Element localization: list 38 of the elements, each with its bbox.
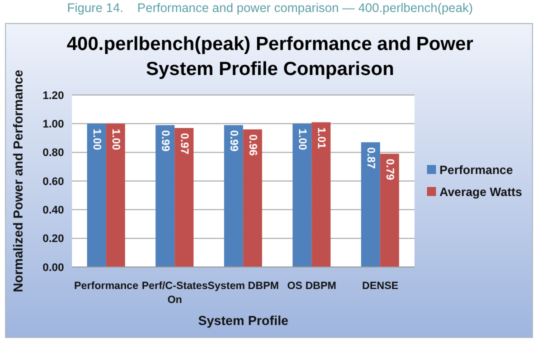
bar [361, 142, 380, 267]
bar [312, 122, 331, 267]
bar [106, 124, 126, 267]
y-tick-label: 1.20 [42, 90, 64, 102]
x-tick-label: OS DBPM [287, 280, 337, 292]
y-tick-label: 1.00 [42, 118, 64, 131]
x-tick-label: System DBPM [208, 280, 280, 292]
legend-label: Performance [438, 162, 514, 178]
y-tick-label: 0.60 [42, 176, 64, 188]
x-tick-label: Performance [74, 280, 139, 292]
data-label: 0.97 [178, 132, 190, 154]
bar [156, 125, 175, 267]
data-label: 0.99 [159, 130, 172, 152]
data-label: 0.99 [228, 130, 240, 152]
data-label: 1.00 [110, 128, 122, 150]
y-tick-label: 0.40 [42, 204, 64, 217]
y-tick-label: 0.80 [42, 147, 64, 160]
bar [243, 129, 262, 267]
bar [174, 128, 194, 267]
data-label: 0.79 [384, 158, 396, 180]
y-axis-title: Normalized Power and Performance [10, 70, 26, 292]
data-label: 0.87 [364, 147, 377, 169]
chart-title: 400.perlbench(peak) Performance and Power System Profile Comparison [66, 33, 474, 82]
bar [87, 124, 106, 267]
data-label: 1.01 [315, 127, 328, 149]
x-axis-title: System Profile [198, 313, 288, 328]
y-tick-label: 0.20 [42, 233, 64, 246]
legend-label: Average Watts [438, 184, 522, 200]
x-tick-label: Perf/C-States On [142, 280, 208, 306]
caption: Figure 14. Performance and power comparison — 400.perlbench(peak) [66, 1, 474, 15]
bar [292, 124, 312, 267]
bar [380, 154, 400, 267]
x-tick-label: DENSE [362, 280, 398, 292]
data-label: 1.00 [296, 128, 308, 150]
y-tick-label: 0.00 [42, 262, 64, 274]
bar [224, 125, 244, 267]
data-label: 1.00 [90, 128, 103, 150]
data-label: 0.96 [246, 134, 259, 156]
